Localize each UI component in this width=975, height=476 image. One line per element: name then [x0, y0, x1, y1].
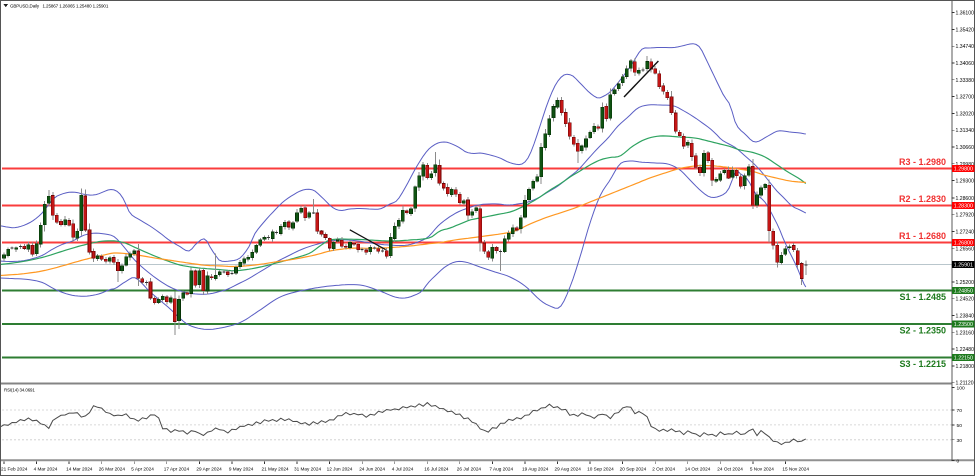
svg-text:14 Oct 2024: 14 Oct 2024 [685, 467, 711, 472]
svg-text:1.22480: 1.22480 [956, 347, 975, 353]
svg-text:GBPUSD,Daily 1.25867 1.26065: GBPUSD,Daily 1.25867 1.26065 1.25480 1.2… [10, 3, 109, 8]
svg-text:24 Oct 2024: 24 Oct 2024 [717, 467, 743, 472]
svg-text:20 Sep 2024: 20 Sep 2024 [620, 467, 647, 472]
svg-text:1.36100: 1.36100 [956, 11, 975, 17]
svg-text:1.25901: 1.25901 [954, 263, 973, 269]
svg-text:4 Jul 2024: 4 Jul 2024 [392, 467, 414, 472]
svg-text:7 Aug 2024: 7 Aug 2024 [489, 467, 513, 472]
svg-text:S3 - 1.2215: S3 - 1.2215 [899, 359, 946, 369]
svg-text:15 Nov 2024: 15 Nov 2024 [782, 467, 809, 472]
svg-text:1.28600: 1.28600 [956, 196, 975, 202]
svg-text:1.26560: 1.26560 [956, 246, 975, 252]
svg-text:4 Mar 2024: 4 Mar 2024 [34, 467, 58, 472]
svg-text:50: 50 [957, 423, 963, 429]
svg-text:5 Nov 2024: 5 Nov 2024 [750, 467, 774, 472]
svg-text:1.34060: 1.34060 [956, 61, 975, 67]
svg-text:1.29800: 1.29800 [954, 166, 973, 172]
svg-text:1.21120: 1.21120 [956, 381, 974, 387]
svg-text:30: 30 [957, 438, 963, 444]
svg-text:1.32020: 1.32020 [956, 111, 975, 117]
svg-text:2 Oct 2024: 2 Oct 2024 [652, 467, 675, 472]
svg-text:100: 100 [957, 386, 965, 392]
svg-text:S1 - 1.2485: S1 - 1.2485 [899, 292, 946, 302]
svg-text:1.35420: 1.35420 [956, 27, 975, 33]
svg-text:31 May 2024: 31 May 2024 [294, 467, 321, 472]
svg-text:21 Feb 2024: 21 Feb 2024 [1, 467, 28, 472]
svg-text:19 Aug 2024: 19 Aug 2024 [522, 467, 549, 472]
svg-text:1.32700: 1.32700 [956, 95, 975, 101]
svg-text:29 Aug 2024: 29 Aug 2024 [555, 467, 582, 472]
svg-text:RSI(14) 34.0691: RSI(14) 34.0691 [4, 388, 35, 393]
svg-text:29 Apr 2024: 29 Apr 2024 [196, 467, 222, 472]
svg-text:1.22150: 1.22150 [954, 355, 973, 361]
svg-text:1.23160: 1.23160 [956, 330, 975, 336]
svg-text:1.31340: 1.31340 [956, 128, 975, 134]
svg-text:1.26800: 1.26800 [954, 241, 973, 247]
svg-text:1.29300: 1.29300 [956, 179, 975, 185]
svg-text:R1 - 1.2680: R1 - 1.2680 [899, 231, 946, 241]
svg-text:1.33380: 1.33380 [956, 78, 975, 84]
svg-text:1.24850: 1.24850 [954, 289, 973, 295]
svg-text:R2 - 1.2830: R2 - 1.2830 [899, 194, 946, 204]
svg-text:17 Apr 2024: 17 Apr 2024 [164, 467, 190, 472]
svg-text:16 Jul 2024: 16 Jul 2024 [424, 467, 449, 472]
svg-text:1.23500: 1.23500 [954, 322, 973, 328]
svg-text:10 Sep 2024: 10 Sep 2024 [587, 467, 614, 472]
svg-text:1.25200: 1.25200 [956, 280, 975, 286]
svg-text:1.24520: 1.24520 [956, 297, 975, 303]
svg-text:21 May 2024: 21 May 2024 [262, 467, 289, 472]
svg-text:1.27920: 1.27920 [956, 213, 975, 219]
svg-text:12 Jun 2024: 12 Jun 2024 [327, 467, 353, 472]
svg-text:S2 - 1.2350: S2 - 1.2350 [899, 326, 946, 336]
svg-text:1.34740: 1.34740 [956, 44, 975, 50]
svg-text:24 Jun 2024: 24 Jun 2024 [359, 467, 385, 472]
svg-text:1.23840: 1.23840 [956, 314, 975, 320]
svg-text:14 Mar 2024: 14 Mar 2024 [66, 467, 93, 472]
svg-text:1.28300: 1.28300 [954, 203, 973, 209]
svg-text:5 Apr 2024: 5 Apr 2024 [131, 467, 154, 472]
svg-text:26 Mar 2024: 26 Mar 2024 [99, 467, 126, 472]
svg-text:70: 70 [957, 408, 963, 414]
svg-text:26 Jul 2024: 26 Jul 2024 [457, 467, 482, 472]
svg-text:0: 0 [957, 459, 960, 465]
svg-text:1.27240: 1.27240 [956, 230, 975, 236]
svg-text:9 May 2024: 9 May 2024 [229, 467, 254, 472]
svg-text:1.21800: 1.21800 [956, 364, 975, 370]
svg-text:1.30660: 1.30660 [956, 145, 975, 151]
svg-text:R3 - 1.2980: R3 - 1.2980 [899, 157, 946, 167]
